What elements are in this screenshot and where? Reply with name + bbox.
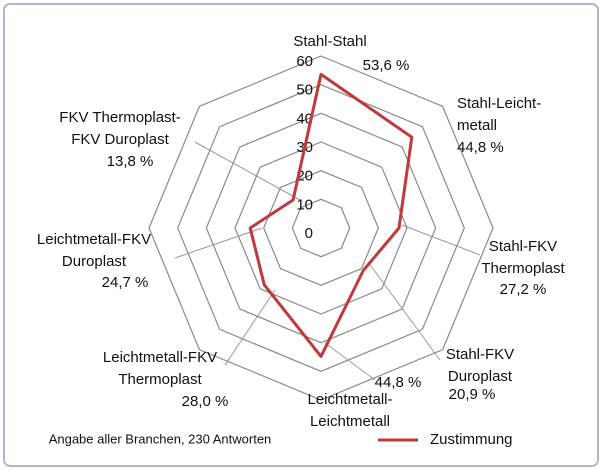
category-label: Leichtmetall-	[307, 391, 392, 408]
r-tick-label: 50	[296, 82, 313, 99]
category-label: Duroplast	[62, 253, 127, 270]
value-label: 44,8 %	[375, 374, 422, 391]
category-label: FKV Duroplast	[71, 131, 169, 148]
legend-label: Zustimmung	[430, 431, 513, 448]
category-label: Stahl-Stahl	[293, 33, 366, 50]
category-label: Thermoplast	[118, 371, 202, 388]
grid-ring	[148, 55, 494, 401]
category-label: Thermoplast	[481, 260, 565, 277]
r-tick-label: 60	[296, 53, 313, 70]
category-label: Stahl-FKV	[489, 238, 557, 255]
value-label: 20,9 %	[449, 386, 496, 403]
note: Angabe aller Branchen, 230 Antworten	[49, 431, 272, 446]
value-label: 27,2 %	[500, 281, 547, 298]
grid-ring	[263, 170, 379, 286]
r-tick-label: 0	[305, 225, 313, 242]
grid-ring	[177, 84, 465, 372]
series-line	[248, 72, 414, 358]
category-label: Duroplast	[448, 368, 513, 385]
value-label: 28,0 %	[182, 393, 229, 410]
value-label: 44,8 %	[457, 139, 504, 156]
grid-ring	[234, 141, 408, 315]
leader-lines	[174, 141, 481, 381]
category-label: Leichtmetall-FKV	[37, 231, 151, 248]
value-label: 13,8 %	[107, 153, 154, 170]
grid-ring	[205, 112, 437, 344]
category-label: metall	[457, 117, 497, 134]
category-label: Stahl-Leicht-	[457, 95, 541, 112]
grid-ring	[291, 198, 351, 258]
category-label: Stahl-FKV	[446, 346, 514, 363]
value-label: 24,7 %	[102, 274, 149, 291]
category-label: FKV Thermoplast-	[59, 109, 180, 126]
value-label: 53,6 %	[363, 57, 410, 74]
category-label: Leichtmetall-FKV	[103, 349, 217, 366]
category-label: Leichtmetall	[310, 413, 390, 430]
frame	[3, 3, 599, 467]
r-tick-label: 10	[296, 196, 313, 213]
